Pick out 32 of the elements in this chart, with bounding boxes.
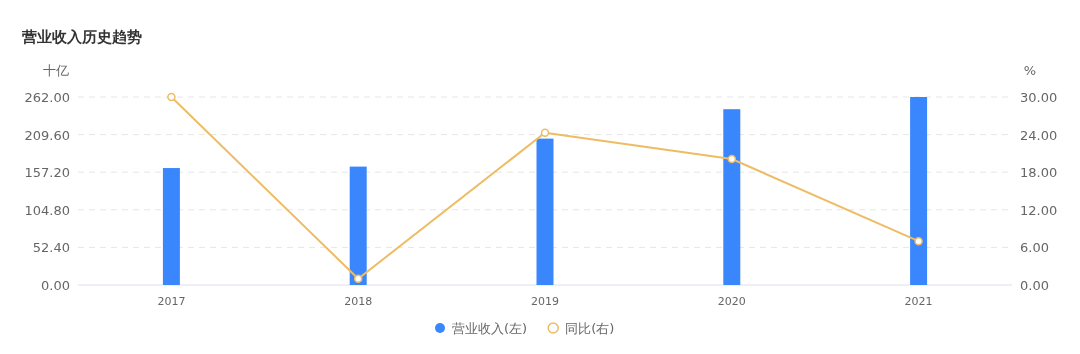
y2-tick-label: 12.00	[1020, 202, 1058, 218]
y2-tick-label: 24.00	[1020, 127, 1058, 143]
point	[540, 128, 550, 137]
legend-label: 同比(右)	[565, 321, 615, 336]
x-tick-label: 2019	[531, 295, 559, 308]
y-axis-title: 十亿	[43, 63, 69, 78]
x-tick-label: 2021	[904, 295, 933, 308]
y2-tick-label: 30.00	[1020, 90, 1058, 105]
x-tick-label: 2020	[717, 295, 746, 308]
y-tick-label: 262.00	[24, 90, 70, 105]
point	[727, 154, 737, 164]
y-tick-label: 209.60	[24, 127, 70, 143]
chart-title: 营业收入历史趋势	[21, 28, 142, 46]
x-tick-label: 2018	[344, 295, 373, 308]
bar	[162, 168, 180, 285]
y-tick-label: 0.00	[41, 278, 70, 293]
y-tick-label: 157.20	[24, 165, 70, 181]
point	[167, 92, 176, 102]
legend-label: 营业收入(左)	[452, 321, 528, 336]
bar	[349, 166, 367, 285]
bar	[723, 109, 741, 285]
point	[914, 236, 923, 246]
y-tick-label: 52.40	[32, 240, 70, 256]
bar	[910, 97, 928, 285]
point	[353, 274, 363, 283]
x-tick-label: 2017	[157, 295, 186, 308]
y2-tick-label: 18.00	[1020, 165, 1058, 181]
y2-axis-title: %	[1023, 63, 1037, 78]
y2-tick-label: 0.00	[1020, 278, 1049, 293]
bar	[536, 138, 554, 285]
y2-tick-label: 6.00	[1020, 240, 1049, 256]
y-tick-label: 104.80	[24, 202, 70, 218]
